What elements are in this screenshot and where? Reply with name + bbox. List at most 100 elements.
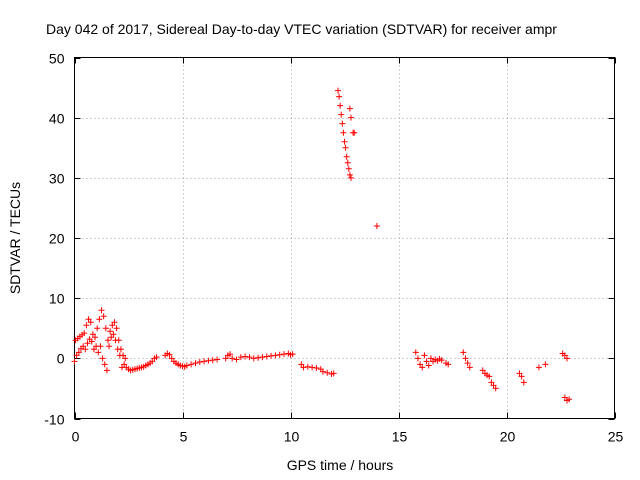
data-point <box>535 364 542 371</box>
data-point <box>338 111 345 118</box>
data-point <box>339 120 346 127</box>
data-point <box>445 361 452 368</box>
data-point <box>73 352 80 359</box>
data-point <box>561 352 568 359</box>
data-point <box>106 343 113 350</box>
x-tick-label: 15 <box>392 429 408 445</box>
data-point <box>281 351 288 358</box>
y-tick-label: 40 <box>49 111 65 127</box>
data-point <box>466 364 473 371</box>
data-point <box>101 361 108 368</box>
data-point <box>324 369 331 376</box>
data-point <box>438 357 445 364</box>
data-point <box>96 316 103 323</box>
data-point <box>111 319 118 326</box>
data-point <box>107 328 114 335</box>
y-tick-label: 50 <box>49 51 65 67</box>
data-point <box>246 354 253 361</box>
data-point <box>250 355 257 362</box>
data-point <box>99 355 106 362</box>
data-point <box>268 352 275 359</box>
y-tick-label: -10 <box>44 412 64 428</box>
data-point <box>97 343 104 350</box>
data-point <box>81 330 88 337</box>
data-point <box>319 368 326 375</box>
data-point <box>229 355 236 362</box>
x-tick-label: 5 <box>180 429 188 445</box>
data-point <box>340 129 347 136</box>
data-point <box>153 354 160 361</box>
data-point <box>84 340 91 347</box>
data-point <box>309 364 316 371</box>
data-point <box>346 171 353 178</box>
grid-lines <box>74 57 615 419</box>
data-point <box>427 355 434 362</box>
data-point <box>115 337 122 344</box>
data-point <box>237 354 244 361</box>
data-point <box>298 361 305 368</box>
y-axis-label: SDTVAR / TECUs <box>7 182 23 294</box>
data-point <box>85 316 92 323</box>
data-point <box>102 325 109 332</box>
data-point <box>563 355 570 362</box>
data-point <box>423 358 430 365</box>
x-tick-label: 25 <box>608 429 624 445</box>
data-point <box>192 360 199 367</box>
data-points <box>71 87 573 404</box>
data-point <box>201 358 208 365</box>
data-point <box>417 361 424 368</box>
data-point <box>94 325 101 332</box>
chart-title: Day 042 of 2017, Sidereal Day-to-day VTE… <box>46 21 557 37</box>
data-point <box>272 352 279 359</box>
data-point <box>117 346 124 353</box>
data-point <box>259 354 266 361</box>
data-point <box>479 367 486 374</box>
data-point <box>110 331 117 338</box>
data-point <box>104 337 111 344</box>
data-point <box>412 349 419 356</box>
data-point <box>335 87 342 94</box>
data-point <box>488 379 495 386</box>
axis-ticks <box>74 57 616 420</box>
data-point <box>341 138 348 145</box>
data-point <box>88 338 95 345</box>
data-point <box>71 358 78 365</box>
data-point <box>103 367 110 374</box>
data-point <box>255 354 262 361</box>
data-point <box>542 361 549 368</box>
data-point <box>561 394 568 401</box>
data-point <box>347 114 354 121</box>
data-point <box>120 352 127 359</box>
data-point <box>98 307 105 314</box>
data-point <box>82 346 89 353</box>
y-tick-label: 0 <box>57 351 65 367</box>
data-point <box>518 373 525 380</box>
data-point <box>313 364 320 371</box>
x-tick-label: 10 <box>284 429 300 445</box>
data-point <box>233 356 240 363</box>
data-point <box>464 360 471 367</box>
data-point <box>351 129 358 136</box>
data-point <box>149 358 156 365</box>
data-point <box>490 382 497 389</box>
data-point <box>87 319 94 326</box>
data-point <box>486 373 493 380</box>
data-point <box>75 349 82 356</box>
x-tick-label: 0 <box>72 429 80 445</box>
data-point <box>100 313 107 320</box>
data-point <box>460 349 467 356</box>
data-point <box>346 105 353 112</box>
data-point <box>227 351 234 358</box>
data-point <box>462 355 469 362</box>
data-point <box>263 353 270 360</box>
data-point <box>345 165 352 172</box>
data-point <box>242 353 249 360</box>
data-point <box>166 351 173 358</box>
data-point <box>337 102 344 109</box>
data-point <box>342 144 349 151</box>
x-tick-label: 20 <box>500 429 516 445</box>
data-point <box>90 346 97 353</box>
data-point <box>344 159 351 166</box>
data-point <box>414 355 421 362</box>
